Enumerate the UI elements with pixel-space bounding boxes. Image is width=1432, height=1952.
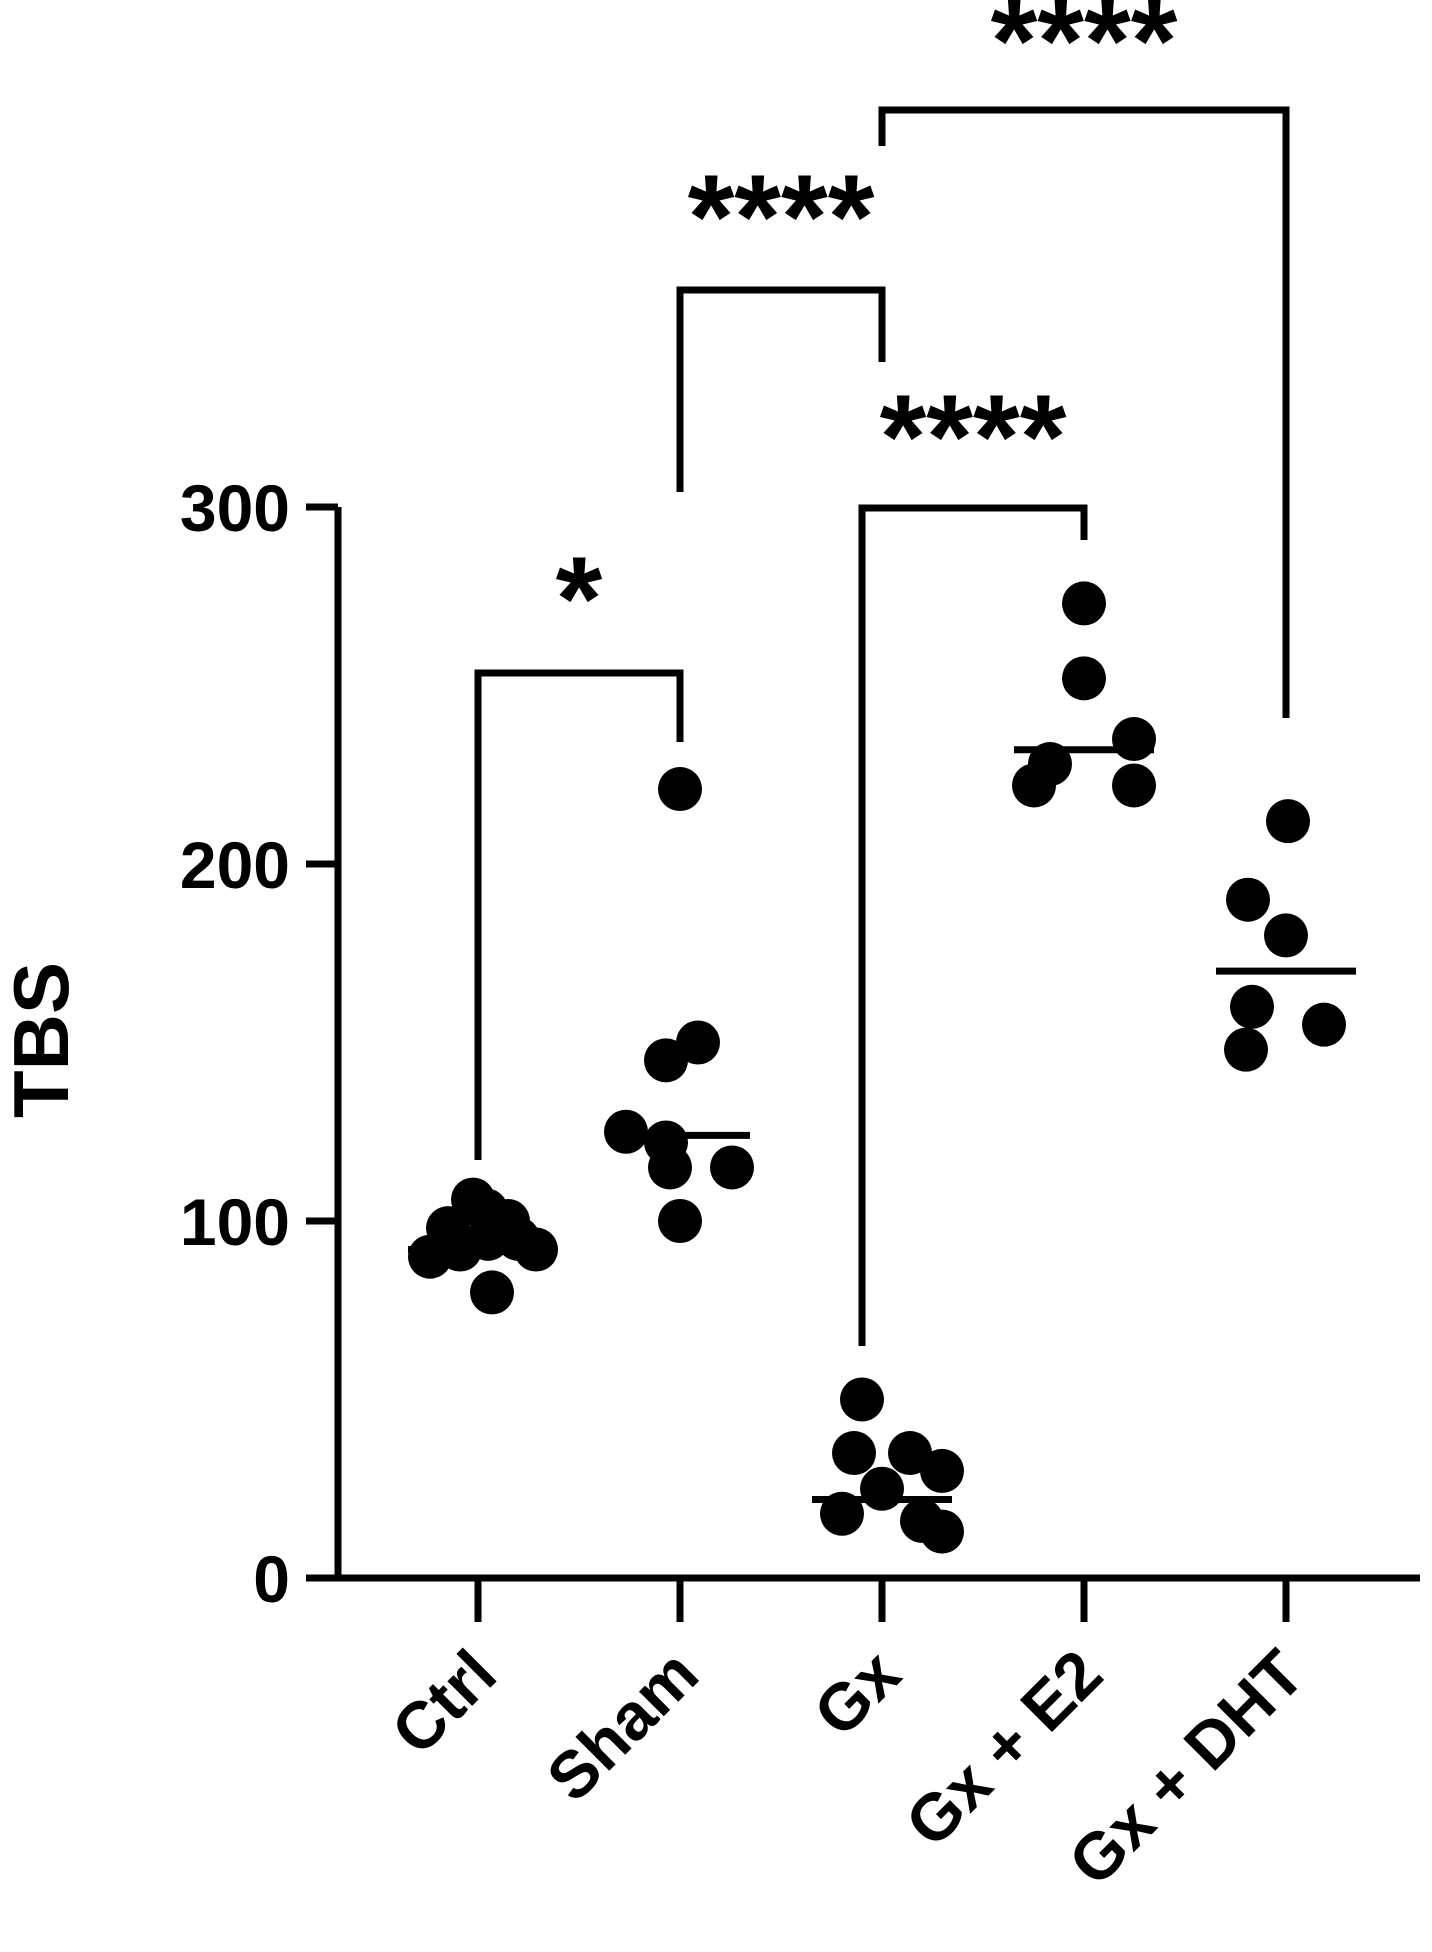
y-tick-label: 100 [180,1185,290,1259]
significance-bracket [858,504,1088,1346]
data-point [676,1020,720,1065]
data-point [1224,1027,1268,1072]
data-point [832,1431,876,1476]
significance-bracket [676,286,886,492]
significance-label: **** [880,370,1067,504]
data-point [1062,656,1106,701]
data-points [408,581,1346,1554]
data-point [426,1206,470,1251]
data-point [658,767,702,812]
y-tick-label: 300 [180,471,290,545]
data-point [470,1270,514,1315]
data-point [1012,763,1056,808]
x-tick-label: Gx [799,1635,914,1750]
significance-label: * [556,532,603,666]
y-axis-label: TBS [0,962,85,1118]
data-point [451,1177,495,1222]
data-point [1264,913,1308,958]
data-point [840,1377,884,1422]
significance-label: **** [688,150,875,284]
data-point [604,1109,648,1154]
significance-brackets [474,106,1290,1346]
y-tick-label: 200 [180,828,290,902]
axes [306,503,1420,1622]
data-point [710,1145,754,1190]
x-tick-label: Sham [532,1636,711,1815]
data-point [920,1448,964,1493]
data-point [658,1199,702,1243]
significance-label: **** [991,0,1178,108]
significance-bracket [878,106,1290,718]
data-point [644,1038,688,1083]
y-tick-label: 0 [253,1542,290,1616]
data-point [1226,877,1270,922]
data-point [1266,799,1310,844]
data-point [1112,763,1156,808]
data-point [1302,1002,1346,1047]
data-point [1112,717,1156,762]
significance-bracket [474,669,684,1160]
data-point [1062,581,1106,626]
mean-lines [408,746,1356,1503]
data-point [648,1145,692,1190]
data-point [1230,984,1274,1029]
data-point [860,1466,904,1511]
data-point [920,1509,964,1554]
data-point [888,1431,932,1476]
x-tick-label: Ctrl [377,1636,510,1769]
